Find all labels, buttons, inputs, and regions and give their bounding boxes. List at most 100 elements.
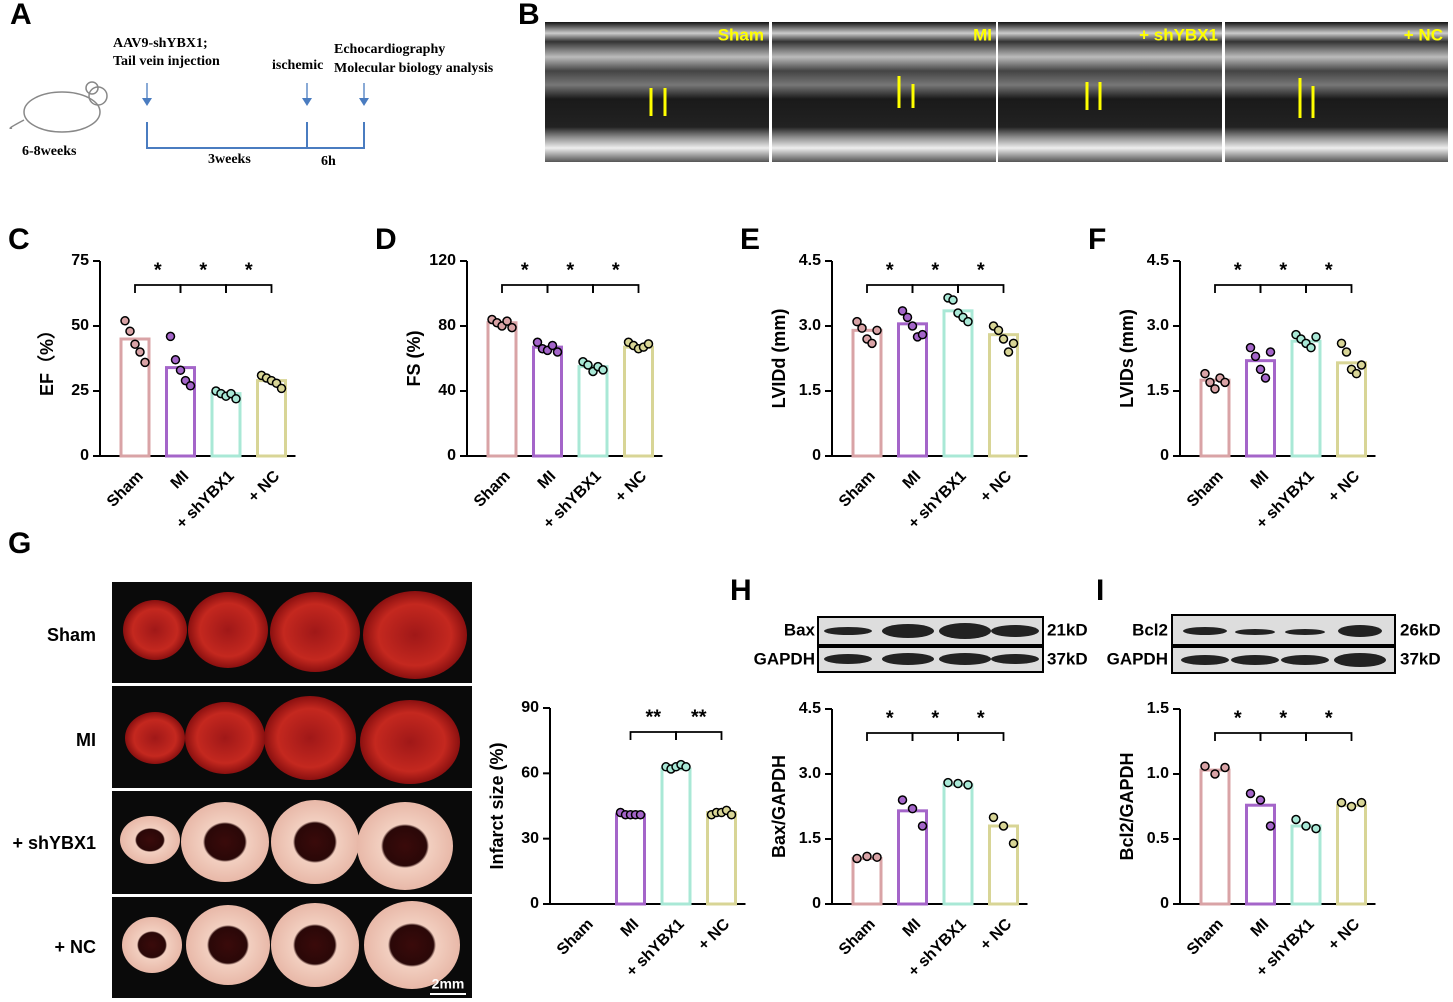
data-point bbox=[165, 331, 176, 342]
bands bbox=[824, 623, 1039, 665]
data-point bbox=[963, 780, 973, 790]
significance-label: * bbox=[566, 259, 574, 281]
data-point bbox=[917, 821, 928, 831]
panel-letter: I bbox=[1096, 574, 1104, 607]
significance-bracket bbox=[546, 284, 594, 293]
data-point bbox=[1008, 838, 1019, 849]
x-tick-label: + NC bbox=[1325, 467, 1363, 505]
data-point bbox=[1306, 342, 1316, 353]
significance-bracket bbox=[866, 732, 914, 741]
y-tick-label: 4.5 bbox=[799, 252, 821, 269]
data-point bbox=[852, 316, 862, 327]
blot-size: 37kD bbox=[1400, 649, 1441, 668]
data-point bbox=[852, 853, 862, 864]
data-point bbox=[1311, 823, 1321, 834]
bar bbox=[486, 321, 518, 458]
significance-bracket bbox=[911, 732, 959, 741]
panel-i-blot: I Bcl2 GAPDH 26kD 37kD bbox=[1096, 574, 1441, 674]
significance-bracket bbox=[179, 284, 227, 293]
x-tick-label: MI bbox=[535, 468, 560, 493]
bar bbox=[897, 322, 928, 458]
data-point bbox=[1008, 338, 1019, 349]
data-point bbox=[532, 337, 543, 347]
x-tick-label: Sham bbox=[471, 468, 514, 511]
y-tick-label: 0.5 bbox=[1147, 830, 1169, 847]
bar bbox=[942, 309, 974, 458]
data-point bbox=[998, 334, 1009, 344]
y-tick-label: 1.0 bbox=[1147, 765, 1169, 782]
group-label: + shYBX1 bbox=[1139, 25, 1218, 44]
significance-label: * bbox=[1234, 259, 1242, 281]
data-point bbox=[872, 325, 882, 336]
data-point bbox=[1255, 364, 1266, 375]
y-tick-label: 0 bbox=[80, 447, 89, 464]
bar bbox=[851, 857, 883, 906]
group-label: + shYBX1 bbox=[12, 833, 96, 853]
bar bbox=[660, 767, 692, 906]
group-label: MI bbox=[973, 25, 992, 44]
x-tick-label: MI bbox=[900, 916, 925, 941]
data-point bbox=[1200, 368, 1210, 379]
x-tick-label: + NC bbox=[977, 467, 1015, 505]
data-point bbox=[1311, 332, 1321, 342]
bar bbox=[1290, 339, 1322, 458]
blot-label: GAPDH bbox=[1107, 649, 1168, 668]
y-tick-label: 3.0 bbox=[799, 317, 821, 334]
significance-label: * bbox=[199, 259, 207, 281]
panel-letter: C bbox=[8, 223, 30, 256]
bar bbox=[988, 824, 1019, 906]
significance-label: * bbox=[1279, 259, 1287, 281]
x-tick-label: + NC bbox=[977, 915, 1015, 953]
ischemic: ischemic bbox=[272, 58, 323, 73]
bar bbox=[1245, 803, 1276, 906]
bar bbox=[1336, 361, 1367, 458]
significance-label: * bbox=[521, 259, 529, 281]
y-tick-label: 1.5 bbox=[799, 382, 821, 399]
injection: Tail vein injection bbox=[113, 54, 220, 69]
blot-size: 26kD bbox=[1400, 620, 1441, 639]
data-point bbox=[1356, 797, 1367, 808]
x-tick-label: MI bbox=[168, 468, 193, 493]
data-point bbox=[902, 312, 913, 323]
bar bbox=[615, 813, 646, 906]
significance-bracket bbox=[1214, 284, 1262, 293]
panel-a: A 6-8weeks AAV9-shYBX1; Tail vein inject… bbox=[9, 0, 494, 169]
data-point bbox=[907, 803, 918, 814]
x-tick-label: Sham bbox=[104, 468, 147, 511]
data-point bbox=[897, 306, 908, 316]
bar bbox=[1245, 359, 1276, 458]
data-point bbox=[1250, 351, 1261, 362]
significance-bracket bbox=[134, 284, 182, 293]
data-point bbox=[643, 339, 654, 349]
group-label: + NC bbox=[1404, 25, 1443, 44]
significance-label: * bbox=[612, 259, 620, 281]
data-point bbox=[547, 340, 558, 351]
blot-size: 21kD bbox=[1047, 620, 1088, 639]
panel-g: G Sham MI + shYBX1 + NC 2mm bbox=[8, 527, 472, 998]
scale-label: 2mm bbox=[432, 976, 465, 992]
y-axis-label: EF（%） bbox=[37, 321, 57, 396]
data-point bbox=[507, 322, 517, 333]
data-point bbox=[953, 778, 963, 789]
x-tick-label: + NC bbox=[245, 467, 283, 505]
data-point bbox=[185, 381, 196, 391]
data-point bbox=[943, 777, 953, 788]
group-label: Sham bbox=[47, 625, 96, 645]
bar bbox=[119, 337, 151, 458]
x-tick-label: Sham bbox=[1184, 468, 1227, 511]
data-point bbox=[917, 329, 928, 340]
data-point bbox=[1210, 769, 1220, 779]
significance-bracket bbox=[225, 284, 273, 293]
y-tick-label: 0 bbox=[447, 447, 456, 464]
significance-bracket bbox=[592, 284, 640, 293]
x-tick-label: Sham bbox=[1184, 916, 1227, 959]
panel-letter: E bbox=[740, 223, 760, 256]
group-label: MI bbox=[76, 730, 96, 750]
y-tick-label: 4.5 bbox=[1147, 252, 1169, 269]
significance-bracket bbox=[501, 284, 549, 293]
y-tick-label: 25 bbox=[71, 382, 89, 399]
y-axis-label: Bax/GAPDH bbox=[769, 755, 789, 858]
y-tick-label: 40 bbox=[438, 382, 456, 399]
analysis: Molecular biology analysis bbox=[334, 61, 494, 76]
